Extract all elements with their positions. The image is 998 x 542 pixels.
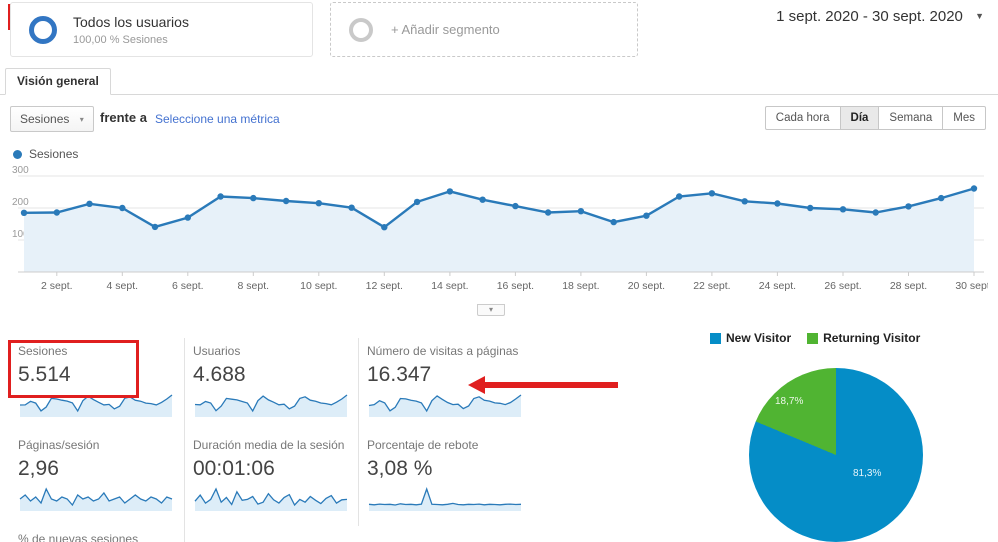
metric-select-value: Sesiones: [20, 112, 70, 126]
chart-collapse-toggle[interactable]: ▾: [477, 304, 505, 316]
card-label: Sesiones: [18, 344, 68, 358]
svg-text:18 sept.: 18 sept.: [562, 280, 599, 292]
svg-text:100: 100: [12, 229, 29, 240]
svg-text:24 sept.: 24 sept.: [759, 280, 796, 292]
pie-slice-label-returning: 18,7%: [775, 396, 804, 407]
segment-title: Todos los usuarios: [73, 14, 189, 30]
card-value: 16.347: [367, 363, 432, 386]
tab-bar: Visión general: [0, 68, 998, 95]
metric-cards-grid: Sesiones 5.514 Usuarios 4.688 Número de …: [10, 338, 532, 542]
svg-text:2 sept.: 2 sept.: [41, 280, 73, 292]
sparkline: [194, 394, 348, 417]
svg-text:4 sept.: 4 sept.: [107, 280, 139, 292]
sparkline: [19, 394, 173, 417]
card-value: 00:01:06: [193, 457, 275, 480]
card-value: 3,08 %: [367, 457, 433, 480]
svg-text:28 sept.: 28 sept.: [890, 280, 927, 292]
date-range-selector[interactable]: 1 sept. 2020 - 30 sept. 2020 ▼: [776, 8, 984, 25]
granularity-button-hourly[interactable]: Cada hora: [764, 106, 841, 130]
card-pageviews[interactable]: Número de visitas a páginas 16.347: [358, 338, 532, 432]
add-segment-circle-icon: [349, 18, 373, 42]
card-avg-session-duration[interactable]: Duración media de la sesión 00:01:06: [184, 432, 358, 526]
vs-label: frente a: [100, 110, 147, 125]
granularity-button-group: Cada hora Día Semana Mes: [764, 106, 986, 130]
chevron-down-icon: ▾: [79, 115, 84, 124]
card-label: Usuarios: [193, 344, 241, 358]
card-label: Porcentaje de rebote: [367, 438, 479, 452]
segment-subtitle: 100,00 % Sesiones: [73, 34, 168, 46]
sparkline: [194, 487, 348, 511]
svg-text:200: 200: [12, 197, 29, 208]
svg-text:12 sept.: 12 sept.: [366, 280, 403, 292]
pie-slice-label-new: 81,3%: [853, 468, 882, 479]
pie-legend: New Visitor Returning Visitor: [710, 331, 920, 345]
svg-text:22 sept.: 22 sept.: [693, 280, 730, 292]
svg-text:20 sept.: 20 sept.: [628, 280, 665, 292]
sparkline: [19, 487, 173, 511]
card-label: Duración media de la sesión: [193, 438, 345, 452]
card-label: % de nuevas sesiones: [18, 532, 139, 542]
card-label: Páginas/sesión: [18, 438, 100, 452]
pie-legend-returning-visitor: Returning Visitor: [807, 331, 920, 345]
card-sessions[interactable]: Sesiones 5.514: [10, 338, 184, 432]
card-value: 2,96: [18, 457, 59, 480]
new-visitor-swatch-icon: [710, 332, 721, 344]
card-users[interactable]: Usuarios 4.688: [184, 338, 358, 432]
svg-text:8 sept.: 8 sept.: [238, 280, 270, 292]
granularity-button-day[interactable]: Día: [839, 106, 880, 130]
select-metric-link[interactable]: Seleccione una métrica: [155, 112, 280, 126]
svg-text:10 sept.: 10 sept.: [300, 280, 337, 292]
card-value: 4.688: [193, 363, 246, 386]
metric-select-dropdown[interactable]: Sesiones ▾: [10, 106, 94, 132]
sparkline: [368, 394, 522, 417]
pie-legend-new-visitor: New Visitor: [710, 331, 791, 345]
granularity-button-week[interactable]: Semana: [878, 106, 944, 130]
svg-text:6 sept.: 6 sept.: [172, 280, 204, 292]
pie-legend-label: New Visitor: [726, 331, 792, 345]
sparkline: [368, 487, 522, 511]
tab-overview[interactable]: Visión general: [5, 68, 111, 95]
card-label: Número de visitas a páginas: [367, 344, 519, 358]
card-pages-per-session[interactable]: Páginas/sesión 2,96: [10, 432, 184, 526]
segment-all-users[interactable]: Todos los usuarios 100,00 % Sesiones: [10, 2, 313, 57]
add-segment-button[interactable]: + Añadir segmento: [330, 2, 638, 57]
svg-text:16 sept.: 16 sept.: [497, 280, 534, 292]
card-value: 5.514: [18, 363, 71, 386]
svg-text:14 sept.: 14 sept.: [431, 280, 468, 292]
visitor-type-pie-chart[interactable]: 18,7% 81,3%: [749, 368, 923, 542]
card-divider-cell: [184, 526, 358, 542]
add-segment-label: + Añadir segmento: [391, 22, 500, 37]
series-dot-icon: [13, 149, 22, 159]
card-bounce-rate[interactable]: Porcentaje de rebote 3,08 %: [358, 432, 532, 526]
sessions-line-chart[interactable]: 100 200 300 2 sept. 4 sept. 6 sept. 8 sept. 10 …: [10, 160, 988, 295]
chart-legend: Sesiones: [13, 147, 78, 161]
series-label: Sesiones: [29, 147, 79, 161]
granularity-button-month[interactable]: Mes: [942, 106, 986, 130]
svg-text:26 sept.: 26 sept.: [824, 280, 861, 292]
svg-text:30 sept.: 30 sept.: [955, 280, 988, 292]
returning-visitor-swatch-icon: [807, 332, 819, 344]
date-range-text: 1 sept. 2020 - 30 sept. 2020: [776, 8, 963, 25]
chevron-down-icon: ▼: [975, 11, 984, 21]
svg-text:300: 300: [12, 165, 29, 176]
card-new-sessions[interactable]: % de nuevas sesiones: [10, 526, 184, 542]
pie-legend-label: Returning Visitor: [823, 331, 921, 345]
segment-circle-icon: [29, 16, 57, 44]
